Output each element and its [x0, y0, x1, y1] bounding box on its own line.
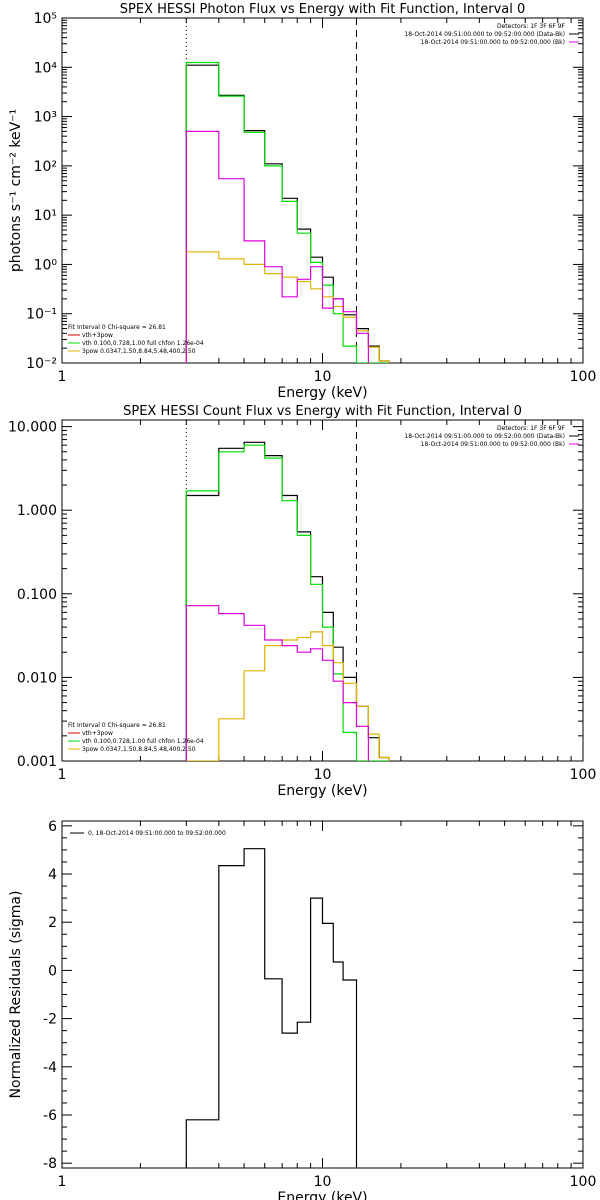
series-line-1	[185, 444, 389, 761]
y-tick-label: 10⁴	[34, 60, 58, 76]
x-axis-label: Energy (keV)	[277, 1190, 367, 1200]
x-tick-label: 10	[314, 369, 332, 385]
legend-top-text: 18-Oct-2014 09:51:00.000 to 09:52:00.000…	[421, 441, 565, 448]
y-tick-label: -4	[43, 1060, 57, 1076]
chart-title: SPEX HESSI Photon Flux vs Energy with Fi…	[120, 2, 526, 17]
y-tick-label: -8	[43, 1156, 57, 1172]
x-tick-label: 100	[570, 1174, 597, 1190]
count-flux-chart: 1 10 100 0.001 0.010 0.100 1.000 10.000 SPEX HES…	[8, 404, 597, 799]
series-line-2	[185, 251, 390, 363]
x-tick-label: 10	[314, 1174, 332, 1190]
y-axis-label: Normalized Residuals (sigma)	[8, 891, 24, 1099]
y-tick-label: 2	[48, 915, 57, 931]
series-line-2	[186, 631, 390, 761]
y-tick-label: -2	[43, 1012, 57, 1028]
fit-legend-text: vth+3pow	[82, 332, 113, 339]
y-tick-label: 0.100	[17, 587, 57, 603]
series-line-1	[185, 61, 389, 363]
y-tick-label: -6	[43, 1108, 57, 1124]
y-tick-label: 10⁵	[34, 11, 57, 27]
legend-top-text: 18-Oct-2014 09:51:00.000 to 09:52:00.000…	[404, 31, 565, 38]
y-tick-label: 10²	[34, 159, 57, 175]
series-line-0	[185, 64, 390, 363]
x-tick-label: 100	[570, 767, 597, 783]
x-axis-label: Energy (keV)	[277, 783, 367, 799]
x-tick-label: 1	[58, 369, 67, 385]
series-group	[185, 441, 390, 761]
y-tick-label: 10.000	[8, 420, 57, 436]
fit-legend-text: 3pow 0.0347,1.50,8.84,5.48,400,2.50	[82, 348, 196, 355]
legend-top-text: Detectors: 1F 3F 6F 9F	[497, 23, 566, 30]
fit-legend-title: Fit Interval 0 Chi-square = 26.81	[68, 324, 166, 331]
series-line-3	[185, 605, 369, 761]
y-tick-label: 4	[48, 867, 57, 883]
y-tick-label: 10¹	[34, 208, 57, 224]
plot-frame	[61, 17, 584, 364]
y-axis-label: photons s⁻¹ cm⁻² keV⁻¹	[8, 109, 24, 272]
series-group	[185, 61, 390, 363]
x-axis-label: Energy (keV)	[277, 385, 367, 400]
y-tick-label: 10³	[34, 110, 57, 126]
x-tick-label: 100	[570, 369, 597, 385]
fit-legend-text: vth+3pow	[82, 730, 113, 737]
fit-legend-text: 3pow 0.0347,1.50,8.84,5.48,400,2.50	[82, 746, 196, 753]
fit-legend-title: Fit Interval 0 Chi-square = 26.81	[68, 722, 166, 729]
legend-top-text: Detectors: 1F 3F 6F 9F	[497, 425, 566, 432]
fit-legend-text: vth 0.100,0.728,1.00 full chfon 1.26e-04	[82, 738, 204, 745]
series-line-0	[185, 441, 390, 761]
x-tick-label: 1	[58, 1174, 67, 1190]
series-line-0	[185, 848, 358, 1168]
photon-flux-chart: 1 10 100 10⁻² 10⁻¹ 10⁰ 10¹ 10² 10³ 10⁴ 10⁵ SPEX HES…	[8, 2, 597, 400]
y-tick-label: 0.001	[17, 754, 57, 770]
y-tick-label: 6	[48, 819, 57, 835]
y-tick-label: 10⁻¹	[26, 307, 57, 323]
x-tick-label: 10	[314, 767, 332, 783]
y-tick-label: 1.000	[17, 503, 57, 519]
plot-frame	[61, 820, 584, 1169]
y-tick-label: 10⁰	[34, 257, 58, 273]
y-tick-label: 0.010	[17, 670, 57, 686]
series-line-3	[185, 130, 369, 363]
fit-legend-text: vth 0.100,0.728,1.00 full chfon 1.26e-04	[82, 340, 204, 347]
series-group	[185, 848, 358, 1168]
legend-top-text: 18-Oct-2014 09:51:00.000 to 09:52:00.000…	[421, 39, 565, 46]
y-tick-label: 10⁻²	[26, 356, 57, 372]
legend-top-text: 18-Oct-2014 09:51:00.000 to 09:52:00.000…	[404, 433, 565, 440]
chart-title: SPEX HESSI Count Flux vs Energy with Fit…	[123, 404, 522, 419]
x-tick-label: 1	[58, 767, 67, 783]
legend-top-text: 0, 18-Oct-2014 09:51:00.000 to 09:52:00.…	[88, 830, 226, 837]
y-tick-label: 0	[48, 963, 57, 979]
residuals-chart: 1 10 100 -8 -6 -4 -2 0 2 4 6 Energy (keV) Normalized…	[8, 819, 597, 1200]
